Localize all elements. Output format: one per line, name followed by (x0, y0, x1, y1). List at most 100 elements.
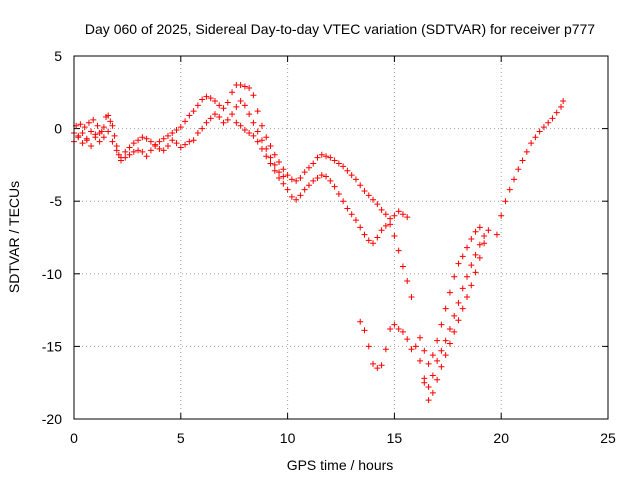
data-point (301, 169, 308, 176)
data-point (523, 148, 530, 155)
data-point (254, 108, 261, 115)
data-point (378, 206, 385, 213)
data-point (147, 147, 154, 154)
data-point (404, 214, 411, 221)
data-point (258, 137, 265, 144)
data-point (399, 211, 406, 218)
data-point (434, 357, 441, 364)
data-point (442, 352, 449, 359)
data-point (468, 262, 475, 269)
data-point (199, 96, 206, 103)
data-point (135, 137, 142, 144)
data-point (177, 124, 184, 131)
data-point (160, 135, 167, 142)
data-point (459, 285, 466, 292)
data-point (310, 160, 317, 167)
data-point (81, 124, 88, 131)
data-point (434, 376, 441, 383)
data-point (464, 244, 471, 251)
data-point (391, 233, 398, 240)
data-point (254, 128, 261, 135)
data-point (519, 157, 526, 164)
data-point (229, 89, 236, 96)
data-point (335, 160, 342, 167)
data-point (365, 343, 372, 350)
y-axis-label: SDTVAR / TECUs (6, 181, 22, 293)
data-point (438, 347, 445, 354)
data-point (421, 375, 428, 382)
data-point (220, 119, 227, 126)
data-point (476, 254, 483, 261)
data-point (387, 215, 394, 222)
data-point (446, 325, 453, 332)
data-points (71, 82, 567, 404)
data-point (246, 111, 253, 118)
data-point (237, 122, 244, 129)
data-point (229, 111, 236, 118)
data-point (107, 118, 114, 125)
series-0 (71, 82, 411, 222)
data-point (560, 98, 567, 105)
data-point (190, 137, 197, 144)
data-point (207, 115, 214, 122)
grid-lines (74, 56, 608, 419)
data-point (250, 119, 257, 126)
data-point (284, 172, 291, 179)
data-point (301, 186, 308, 193)
y-tick-label: -20 (42, 411, 62, 427)
data-point (399, 328, 406, 335)
data-point (476, 224, 483, 231)
data-point (357, 182, 364, 189)
data-point (293, 177, 300, 184)
data-point (182, 118, 189, 125)
data-point (314, 174, 321, 181)
data-point (434, 337, 441, 344)
data-point (536, 128, 543, 135)
data-point (387, 221, 394, 228)
data-point (528, 140, 535, 147)
data-point (233, 119, 240, 126)
data-point (493, 231, 500, 238)
data-point (481, 233, 488, 240)
data-point (361, 327, 368, 334)
data-point (323, 153, 330, 160)
data-point (395, 247, 402, 254)
data-point (468, 235, 475, 242)
data-point (352, 176, 359, 183)
series-5 (417, 224, 483, 367)
data-point (361, 188, 368, 195)
data-point (293, 196, 300, 203)
data-point (250, 92, 257, 99)
data-point (438, 363, 445, 370)
data-point (374, 201, 381, 208)
data-point (446, 340, 453, 347)
data-point (288, 176, 295, 183)
data-point (105, 112, 112, 119)
data-point (194, 129, 201, 136)
data-point (455, 260, 462, 267)
data-point (344, 205, 351, 212)
data-point (207, 95, 214, 102)
data-point (429, 372, 436, 379)
chart-title: Day 060 of 2025, Sidereal Day-to-day VTE… (85, 21, 595, 37)
data-point (417, 357, 424, 364)
data-point (425, 384, 432, 391)
x-tick-label: 20 (493, 430, 509, 446)
data-point (335, 190, 342, 197)
data-point (246, 129, 253, 136)
series-6 (421, 233, 488, 391)
data-point (77, 121, 84, 128)
data-point (79, 129, 86, 136)
data-point (451, 328, 458, 335)
data-point (459, 305, 466, 312)
data-point (156, 138, 163, 145)
data-point (485, 227, 492, 234)
data-point (233, 103, 240, 110)
data-point (96, 138, 103, 145)
data-point (382, 222, 389, 229)
data-point (476, 241, 483, 248)
x-tick-label: 5 (177, 430, 185, 446)
data-point (241, 83, 248, 90)
data-point (553, 109, 560, 116)
data-point (109, 138, 116, 145)
